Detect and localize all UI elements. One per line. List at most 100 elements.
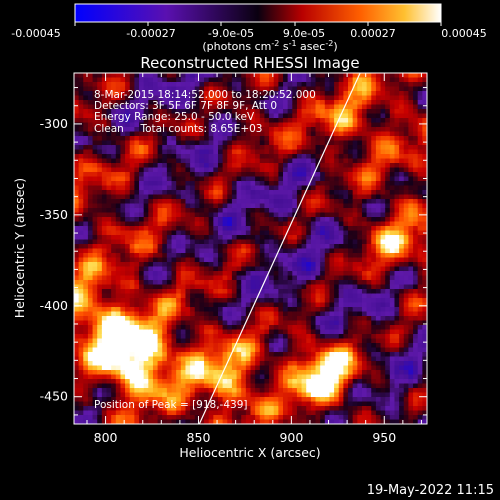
heatmap-cell: [269, 113, 275, 119]
heatmap-cell: [139, 172, 145, 178]
heatmap-cell: [236, 253, 242, 259]
heatmap-cell: [357, 244, 363, 250]
heatmap-cell: [125, 397, 131, 403]
heatmap-cell: [204, 190, 210, 196]
heatmap-cell: [92, 271, 98, 277]
heatmap-cell: [292, 266, 298, 272]
heatmap-cell: [361, 230, 368, 236]
heatmap-cell: [222, 379, 228, 385]
heatmap-cell: [213, 388, 219, 394]
heatmap-cell: [236, 302, 242, 308]
heatmap-cell: [217, 379, 224, 385]
heatmap-cell: [115, 347, 122, 353]
heatmap-cell: [245, 307, 252, 313]
heatmap-cell: [120, 154, 126, 160]
heatmap-cell: [269, 221, 275, 227]
heatmap-cell: [176, 208, 182, 214]
heatmap-cell: [259, 289, 266, 295]
heatmap-cell: [236, 172, 242, 178]
heatmap-cell: [352, 145, 358, 151]
heatmap-cell: [292, 253, 298, 259]
heatmap-cell: [204, 95, 210, 101]
heatmap-cell: [259, 82, 266, 88]
heatmap-cell: [190, 275, 196, 281]
heatmap-cell: [287, 203, 293, 209]
heatmap-cell: [306, 104, 312, 110]
heatmap-cell: [129, 77, 135, 83]
heatmap-cell: [115, 329, 122, 335]
heatmap-cell: [287, 145, 293, 151]
heatmap-cell: [296, 136, 303, 142]
heatmap-cell: [324, 145, 331, 151]
heatmap-cell: [190, 320, 196, 326]
heatmap-cell: [92, 284, 98, 290]
heatmap-cell: [125, 158, 131, 164]
heatmap-cell: [241, 208, 247, 214]
heatmap-cell: [120, 289, 126, 295]
heatmap-cell: [357, 235, 363, 241]
heatmap-cell: [348, 221, 354, 227]
heatmap-cell: [292, 190, 298, 196]
heatmap-cell: [250, 194, 256, 200]
heatmap-cell: [190, 113, 196, 119]
heatmap-cell: [166, 95, 173, 101]
heatmap-cell: [208, 127, 214, 133]
heatmap-cell: [171, 311, 177, 317]
heatmap-cell: [366, 388, 372, 394]
heatmap-cell: [120, 388, 126, 394]
heatmap-cell: [315, 181, 321, 187]
heatmap-cell: [101, 383, 108, 389]
heatmap-cell: [245, 239, 252, 245]
heatmap-cell: [287, 361, 293, 367]
heatmap-cell: [278, 343, 284, 349]
heatmap-cell: [324, 127, 331, 133]
heatmap-cell: [278, 190, 284, 196]
heatmap-cell: [101, 284, 108, 290]
heatmap-cell: [92, 302, 98, 308]
heatmap-cell: [366, 176, 372, 182]
heatmap-cell: [185, 311, 191, 317]
heatmap-cell: [287, 109, 293, 115]
heatmap-cell: [222, 131, 228, 137]
heatmap-cell: [357, 293, 363, 299]
heatmap-cell: [217, 145, 224, 151]
heatmap-cell: [157, 172, 163, 178]
heatmap-cell: [115, 113, 122, 119]
heatmap-cell: [227, 379, 233, 385]
heatmap-cell: [231, 167, 238, 173]
heatmap-cell: [329, 77, 335, 83]
heatmap-cell: [176, 415, 182, 421]
heatmap-cell: [115, 365, 122, 371]
heatmap-cell: [329, 325, 335, 331]
heatmap-cell: [194, 140, 200, 146]
heatmap-cell: [148, 248, 154, 254]
heatmap-cell: [213, 230, 219, 236]
heatmap-cell: [255, 361, 261, 367]
heatmap-cell: [92, 316, 98, 322]
heatmap-cell: [101, 172, 108, 178]
heatmap-cell: [343, 311, 349, 317]
heatmap-cell: [236, 410, 242, 416]
heatmap-cell: [74, 257, 80, 263]
heatmap-cell: [315, 410, 321, 416]
heatmap-cell: [199, 316, 205, 322]
heatmap-cell: [120, 109, 126, 115]
heatmap-cell: [227, 284, 233, 290]
heatmap-cell: [236, 275, 242, 281]
heatmap-cell: [148, 374, 154, 380]
heatmap-cell: [348, 311, 354, 317]
heatmap-cell: [269, 293, 275, 299]
heatmap-cell: [115, 109, 122, 115]
heatmap-cell: [283, 91, 289, 97]
heatmap-cell: [245, 370, 252, 376]
heatmap-cell: [334, 415, 340, 421]
heatmap-cell: [357, 104, 363, 110]
heatmap-cell: [227, 118, 233, 124]
heatmap-cell: [301, 388, 307, 394]
heatmap-cell: [324, 307, 331, 313]
heatmap-cell: [334, 203, 340, 209]
heatmap-cell: [287, 86, 293, 92]
heatmap-cell: [306, 415, 312, 421]
heatmap-cell: [361, 347, 368, 353]
heatmap-cell: [101, 334, 108, 340]
